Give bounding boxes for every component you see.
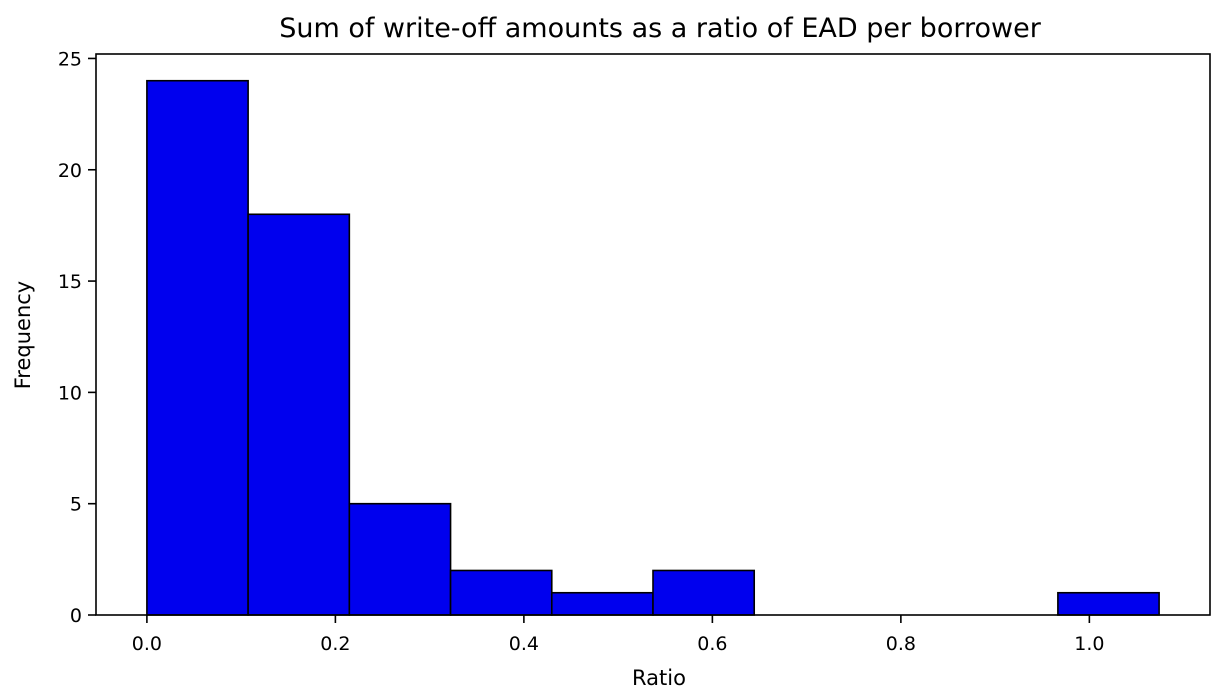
x-axis: 0.0 0.2 0.4 0.6 0.8 1.0: [132, 615, 1104, 655]
histogram-bar: [652, 569, 756, 616]
y-tick-label: 0: [70, 605, 82, 627]
plot-frame: [95, 53, 1211, 616]
histogram-bar: [550, 591, 654, 616]
histogram-bar: [449, 569, 553, 616]
x-tick-label: 0.8: [886, 633, 916, 655]
chart-title: Sum of write-off amounts as a ratio of E…: [279, 13, 1042, 44]
x-tick-label: 0.6: [697, 633, 727, 655]
histogram-bar: [146, 79, 249, 616]
y-tick-label: 20: [58, 160, 82, 182]
x-tick-label: 0.0: [132, 633, 162, 655]
y-tick-label: 25: [58, 48, 82, 70]
y-tick-label: 10: [58, 382, 82, 404]
bars-group: [146, 79, 1160, 616]
histogram-bar: [247, 213, 351, 616]
x-axis-label: Ratio: [632, 666, 686, 690]
x-tick-label: 1.0: [1074, 633, 1104, 655]
x-tick-label: 0.4: [509, 633, 539, 655]
y-axis-label: Frequency: [11, 281, 35, 390]
histogram-bar: [348, 502, 452, 616]
histogram-bar: [1057, 591, 1160, 616]
x-tick-label: 0.2: [320, 633, 350, 655]
y-axis: 0 5 10 15 20 25: [58, 48, 96, 627]
y-tick-label: 15: [58, 271, 82, 293]
y-tick-label: 5: [70, 494, 82, 516]
